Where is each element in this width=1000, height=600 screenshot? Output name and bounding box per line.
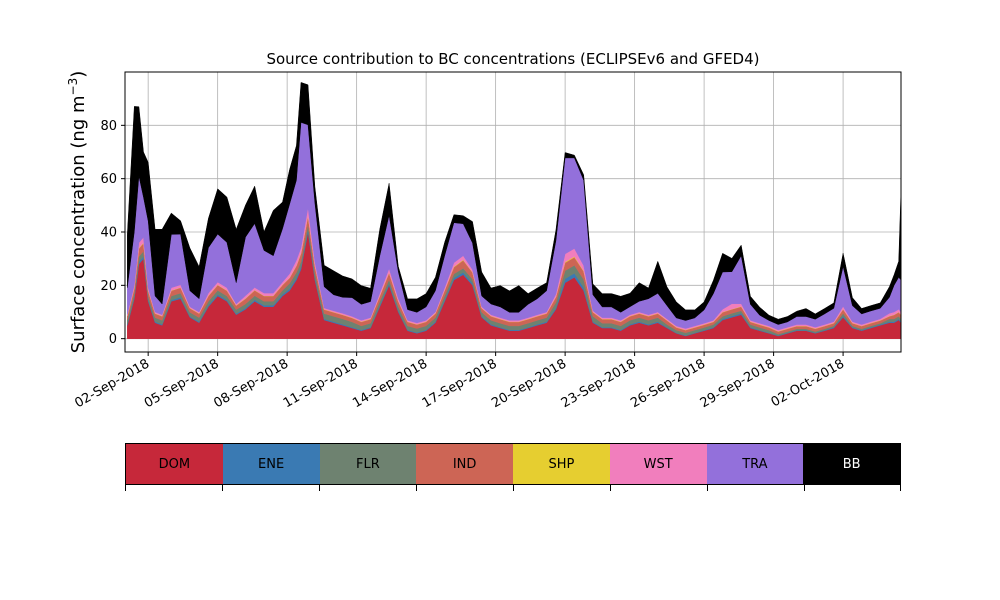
legend-item-dom: DOM bbox=[126, 444, 223, 484]
legend-tick bbox=[513, 485, 514, 491]
area-bb bbox=[127, 82, 901, 325]
x-tick-label: 23-Sep-2018 bbox=[559, 356, 639, 411]
legend-tick bbox=[416, 485, 417, 491]
x-axis: 02-Sep-201805-Sep-201808-Sep-201811-Sep-… bbox=[72, 352, 847, 411]
stacked-areas bbox=[127, 82, 901, 339]
legend-item-ind: IND bbox=[416, 444, 513, 484]
y-tick-label: 0 bbox=[109, 332, 117, 347]
x-tick-label: 05-Sep-2018 bbox=[142, 356, 222, 411]
legend-item-flr: FLR bbox=[319, 444, 417, 484]
legend-item-bb: BB bbox=[803, 444, 900, 484]
source-legend-bar: DOM ENE FLR IND SHP WST TRA BB bbox=[125, 443, 901, 485]
legend-tick bbox=[319, 485, 320, 491]
y-tick-label: 60 bbox=[100, 172, 117, 187]
y-axis: 0 20 40 60 80 bbox=[100, 119, 125, 347]
x-tick-label: 02-Sep-2018 bbox=[72, 356, 152, 411]
x-tick-label: 08-Sep-2018 bbox=[211, 356, 291, 411]
legend-item-ene: ENE bbox=[222, 444, 320, 484]
legend-item-shp: SHP bbox=[513, 444, 610, 484]
legend-tick bbox=[707, 485, 708, 491]
legend-tick bbox=[804, 485, 805, 491]
y-tick-label: 80 bbox=[100, 119, 117, 134]
x-tick-label: 29-Sep-2018 bbox=[698, 356, 778, 411]
x-tick-label: 26-Sep-2018 bbox=[628, 356, 708, 411]
y-tick-label: 40 bbox=[100, 226, 117, 241]
legend-tick bbox=[900, 485, 901, 491]
plot-frame bbox=[124, 71, 902, 353]
y-axis-label: Surface concentration (ng m−3) bbox=[66, 71, 89, 354]
legend-ticks bbox=[125, 485, 901, 491]
y-tick-label: 20 bbox=[100, 279, 117, 294]
x-tick-label: 02-Oct-2018 bbox=[769, 356, 847, 410]
x-tick-label: 14-Sep-2018 bbox=[350, 356, 430, 411]
x-tick-label: 17-Sep-2018 bbox=[420, 356, 500, 411]
legend-item-tra: TRA bbox=[706, 444, 804, 484]
legend-item-wst: WST bbox=[609, 444, 707, 484]
x-tick-label: 11-Sep-2018 bbox=[281, 356, 361, 411]
legend-tick bbox=[222, 485, 223, 491]
legend-tick bbox=[125, 485, 126, 491]
x-tick-label: 20-Sep-2018 bbox=[489, 356, 569, 411]
chart-title: Source contribution to BC concentrations… bbox=[266, 50, 759, 68]
legend-tick bbox=[610, 485, 611, 491]
